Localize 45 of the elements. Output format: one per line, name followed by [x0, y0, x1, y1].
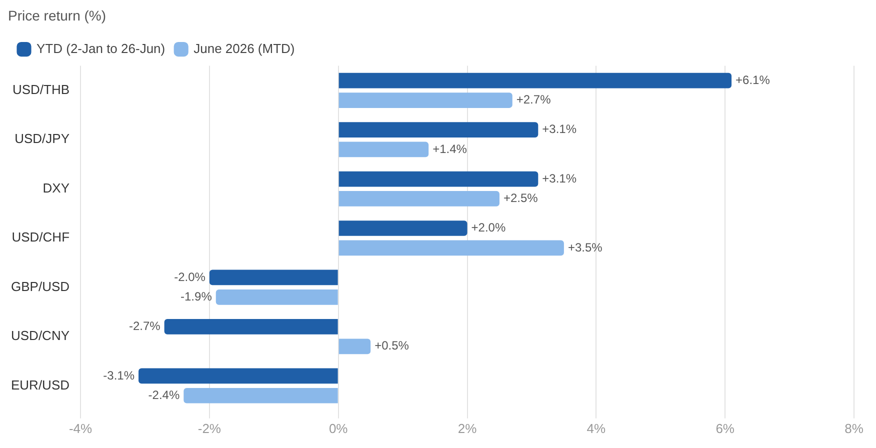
data-label: +3.5% — [568, 240, 603, 254]
x-tick-label: -4% — [68, 420, 93, 436]
data-label: -3.1% — [103, 368, 135, 382]
data-label: -2.4% — [148, 388, 180, 402]
data-label: +1.4% — [432, 142, 468, 156]
bar — [338, 142, 429, 158]
bar — [338, 72, 732, 88]
bar — [209, 270, 338, 286]
x-tick-label: 4% — [586, 420, 606, 436]
data-label: -1.9% — [180, 289, 212, 304]
data-label: +6.1% — [736, 72, 770, 87]
y-tick-label: DXY — [42, 180, 70, 196]
x-tick-label: -2% — [198, 420, 222, 436]
data-label: +2.7% — [516, 92, 552, 107]
bar — [338, 171, 538, 187]
legend-label: June 2026 (MTD) — [194, 40, 295, 56]
chart-title: Price return (%) — [8, 7, 106, 24]
bar — [138, 368, 338, 384]
y-tick-label: USD/THB — [12, 82, 70, 97]
x-tick-label: 0% — [328, 420, 348, 436]
data-label: +2.0% — [471, 220, 506, 235]
data-label: +3.1% — [542, 171, 577, 186]
bar — [338, 220, 468, 236]
y-tick-label: GBP/USD — [10, 278, 70, 294]
y-tick-label: EUR/USD — [10, 377, 70, 392]
x-tick-label: 2% — [458, 420, 478, 436]
bar — [338, 191, 500, 206]
bar — [338, 240, 564, 256]
x-tick-label: 8% — [844, 420, 864, 436]
bar — [164, 319, 338, 334]
bar — [338, 338, 371, 354]
bar — [216, 289, 338, 305]
data-label: +0.5% — [374, 338, 410, 353]
y-tick-label: USD/JPY — [14, 131, 70, 146]
x-tick-label: 6% — [716, 420, 735, 436]
y-tick-label: USD/CHF — [12, 230, 70, 245]
data-label: -2.7% — [128, 319, 161, 334]
legend-label: YTD (2-Jan to 26-Jun) — [36, 40, 166, 56]
y-tick-label: USD/CNY — [10, 328, 70, 344]
bar — [338, 122, 538, 138]
data-label: +2.5% — [503, 191, 538, 206]
data-label: -2.0% — [174, 270, 206, 284]
bar — [184, 388, 338, 404]
bar — [338, 92, 512, 108]
data-label: +3.1% — [542, 122, 577, 136]
